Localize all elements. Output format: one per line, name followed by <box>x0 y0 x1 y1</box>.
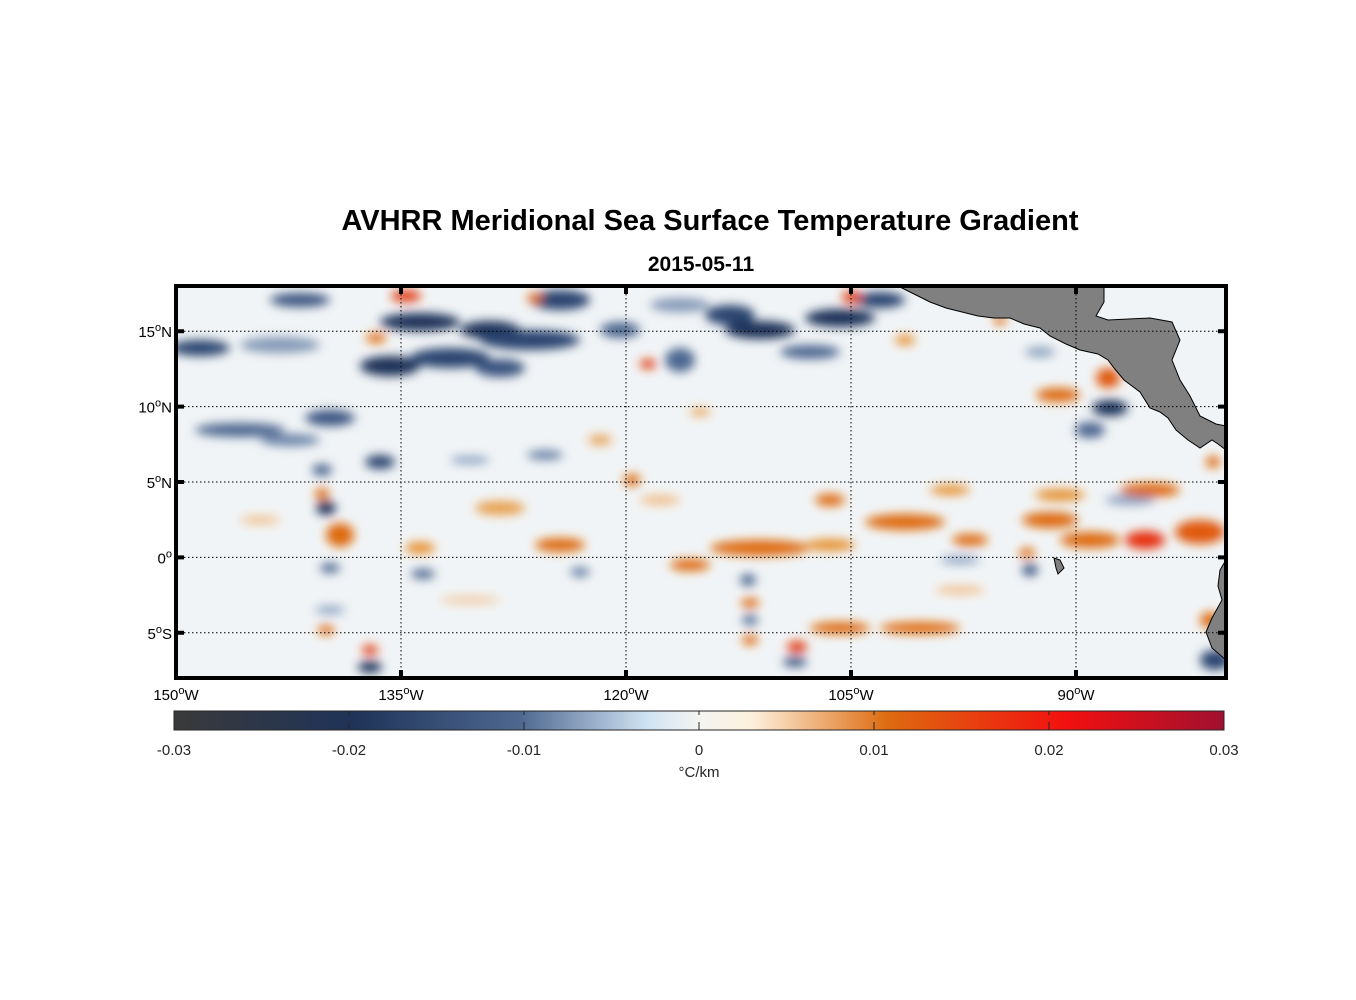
lon-tick-label: 135oW <box>378 685 424 704</box>
colorbar-tick-label: -0.01 <box>507 742 541 759</box>
colorbar-tick-label: 0.02 <box>1034 742 1063 759</box>
degree-symbol: o <box>403 685 409 697</box>
lon-tick-label: 90oW <box>1058 685 1096 704</box>
colorbar-tick-label: 0.01 <box>859 742 888 759</box>
lat-hemisphere: N <box>161 324 172 341</box>
lon-hemisphere: W <box>409 687 424 704</box>
lat-value: 0 <box>158 550 166 567</box>
lat-value: 15 <box>138 324 155 341</box>
central-america-land <box>897 286 1226 451</box>
degree-symbol: o <box>178 685 184 697</box>
lon-tick-label: 105oW <box>828 685 874 704</box>
degree-symbol: o <box>853 685 859 697</box>
lat-tick-label: 5oN <box>147 473 172 492</box>
degree-symbol: o <box>628 685 634 697</box>
colorbar-unit-label: °C/km <box>678 764 720 781</box>
colorbar-border <box>173 710 1225 731</box>
chart-subtitle: 2015-05-11 <box>647 253 755 276</box>
lat-tick-label: 5oS <box>148 624 172 643</box>
lat-value: 5 <box>148 626 156 643</box>
chart-title: AVHRR Meridional Sea Surface Temperature… <box>341 205 1079 237</box>
lat-hemisphere: N <box>161 475 172 492</box>
lon-value: 135 <box>378 687 403 704</box>
lon-value: 120 <box>603 687 628 704</box>
degree-symbol: o <box>155 398 161 410</box>
lon-tick-label: 150oW <box>153 685 199 704</box>
lat-tick-label: 10oN <box>138 398 172 417</box>
lon-tick-label: 120oW <box>603 685 649 704</box>
degree-symbol: o <box>155 322 161 334</box>
degree-symbol: o <box>166 548 172 560</box>
degree-symbol: o <box>155 473 161 485</box>
colorbar-tick-label: -0.02 <box>332 742 366 759</box>
south-america-land <box>1205 559 1226 661</box>
colorbar-tick-label: 0 <box>695 742 703 759</box>
colorbar-ticks: -0.03 -0.02 -0.01 0 0.01 0.02 0.03 <box>157 710 1239 759</box>
lon-value: 150 <box>153 687 178 704</box>
lon-hemisphere: W <box>634 687 649 704</box>
lat-value: 10 <box>138 400 155 417</box>
colorbar-tick-label: -0.03 <box>157 742 191 759</box>
lat-tick-label: 0o <box>158 548 172 567</box>
lat-value: 5 <box>147 475 155 492</box>
lat-tick-label: 15oN <box>138 322 172 341</box>
lon-hemisphere: W <box>859 687 874 704</box>
colorbar-tick-label: 0.03 <box>1209 742 1238 759</box>
lon-hemisphere: W <box>184 687 199 704</box>
land-masses <box>897 286 1226 661</box>
lat-hemisphere: S <box>162 626 172 643</box>
lon-value: 105 <box>828 687 853 704</box>
degree-symbol: o <box>1074 685 1080 697</box>
lat-hemisphere: N <box>161 400 172 417</box>
lon-value: 90 <box>1058 687 1075 704</box>
galapagos-island <box>1053 557 1065 575</box>
degree-symbol: o <box>156 624 162 636</box>
colorbar <box>174 711 1224 730</box>
sst-gradient-field <box>176 290 1226 673</box>
lon-hemisphere: W <box>1080 687 1095 704</box>
